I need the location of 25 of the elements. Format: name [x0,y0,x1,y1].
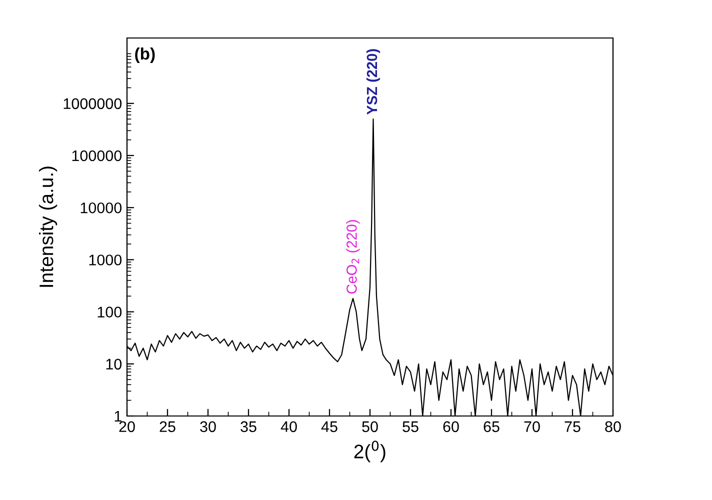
y-tick-label: 10000 [80,202,122,214]
y-tick-label: 100000 [72,150,122,162]
x-axis-title: 2($^{0}$) [354,440,386,462]
x-tick-label: 40 [280,421,297,432]
annotation: CeO$_{2}$ (220) [346,220,360,294]
x-tick-label: 55 [402,421,418,432]
annotation: (b) [135,47,155,63]
y-axis-title: Intensity (a.u.) [38,166,58,287]
x-tick-label: 65 [484,421,500,432]
y-tick-label: 10 [106,358,122,370]
x-tick-label: 60 [443,421,459,432]
x-tick-label: 45 [321,421,338,432]
y-tick-label: 1000 [89,254,122,266]
x-tick-label: 20 [119,421,135,432]
x-tick-label: 70 [524,421,540,432]
x-tick-label: 30 [200,421,216,432]
annotation: YSZ (220) [366,49,380,115]
y-tick-label: 1000000 [64,98,122,110]
x-tick-label: 25 [160,421,176,432]
x-tick-label: 50 [362,421,378,432]
x-tick-label: 35 [240,421,256,432]
y-tick-label: 100 [98,306,122,318]
x-tick-label: 75 [564,421,580,432]
y-tick-label: 1 [114,411,122,422]
x-tick-label: 80 [605,421,621,432]
